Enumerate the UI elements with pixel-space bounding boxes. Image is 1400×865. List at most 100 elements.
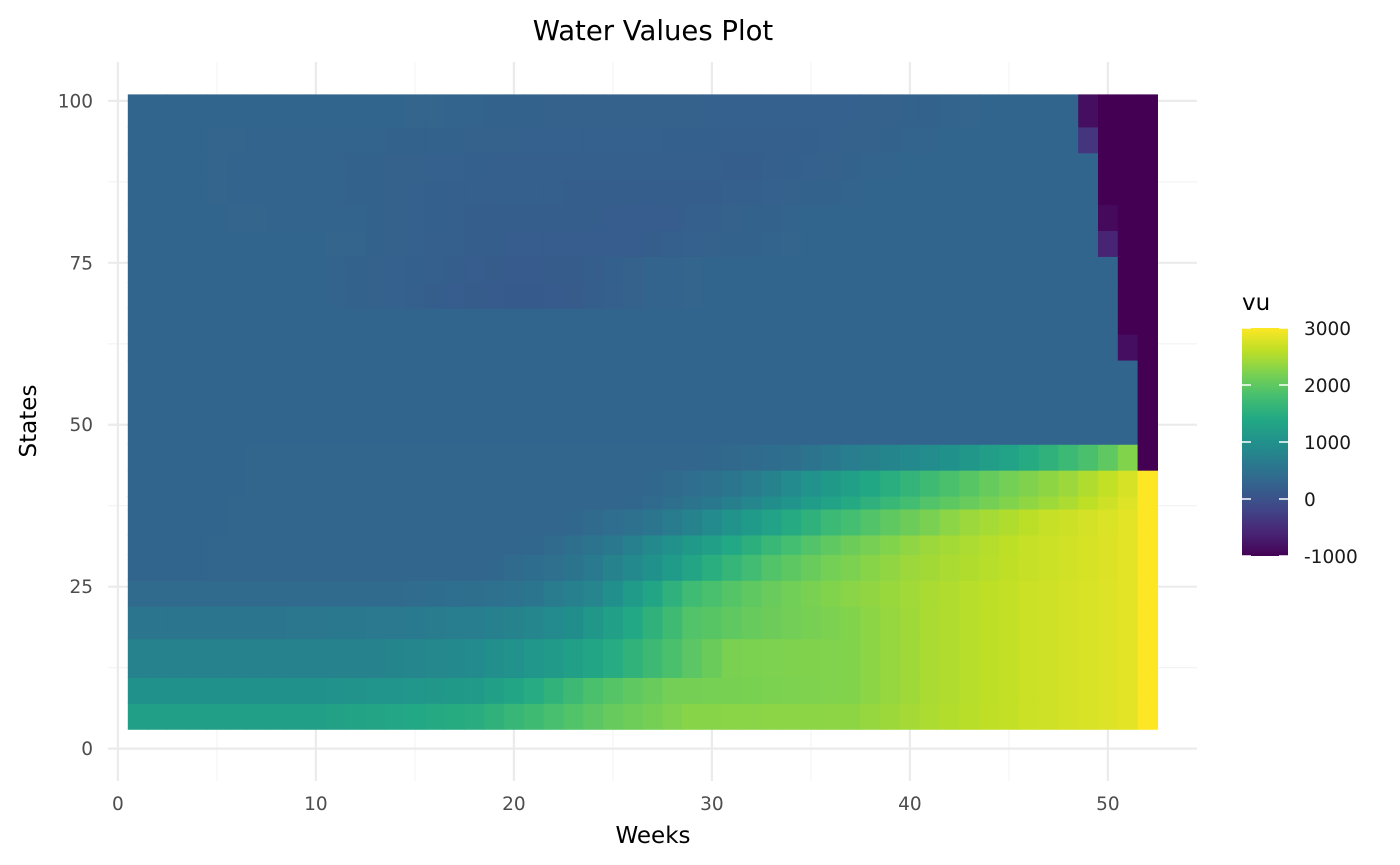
- heatmap-tile: [1098, 334, 1119, 361]
- heatmap-tile: [603, 495, 624, 510]
- heatmap-tile: [840, 677, 861, 704]
- heatmap-tile: [1098, 256, 1119, 283]
- heatmap-tile: [900, 424, 921, 445]
- heatmap-tile: [1058, 444, 1079, 471]
- heatmap-tile: [959, 256, 980, 283]
- heatmap-tile: [999, 638, 1020, 678]
- heatmap-tile: [266, 256, 287, 283]
- heatmap-tile: [1117, 230, 1139, 257]
- heatmap-tile: [622, 126, 644, 154]
- heatmap-tile: [464, 334, 485, 361]
- heatmap-tile: [464, 256, 485, 283]
- heatmap-tile: [682, 334, 703, 361]
- heatmap-tile: [959, 230, 980, 257]
- heatmap-tile: [900, 94, 921, 128]
- heatmap-tile: [939, 703, 960, 730]
- heatmap-tile: [919, 359, 941, 426]
- heatmap-tile: [939, 444, 960, 471]
- heatmap-tile: [1038, 424, 1059, 445]
- heatmap-tile: [246, 638, 267, 678]
- heatmap-tile: [484, 94, 505, 128]
- heatmap-tile: [266, 606, 287, 640]
- heatmap-tile: [1018, 606, 1040, 640]
- heatmap-tile: [147, 282, 168, 309]
- heatmap-tile: [286, 677, 307, 704]
- heatmap-tile: [226, 580, 248, 607]
- heatmap-tile: [721, 126, 743, 154]
- heatmap-tile: [741, 230, 762, 257]
- heatmap-tile: [1038, 606, 1059, 640]
- heatmap-tile: [187, 178, 208, 206]
- heatmap-tile: [523, 334, 545, 361]
- heatmap-tile: [939, 495, 960, 510]
- heatmap-tile: [741, 359, 762, 426]
- heatmap-tile: [979, 94, 1000, 128]
- heatmap-tile: [999, 94, 1020, 128]
- heatmap-tile: [979, 359, 1000, 426]
- heatmap-tile: [405, 703, 426, 730]
- heatmap-tile: [207, 152, 228, 180]
- heatmap-tile: [642, 94, 663, 128]
- heatmap-tile: [919, 94, 941, 128]
- heatmap-tile: [603, 470, 624, 497]
- heatmap-tile: [741, 554, 762, 581]
- heatmap-tile: [979, 204, 1000, 232]
- heatmap-tile: [226, 444, 248, 471]
- heatmap-tile: [207, 495, 228, 510]
- heatmap-tile: [1078, 580, 1099, 607]
- heatmap-tile: [147, 508, 168, 536]
- heatmap-tile: [385, 282, 406, 309]
- heatmap-tile: [840, 554, 861, 581]
- heatmap-tile: [1117, 152, 1139, 180]
- heatmap-tile: [563, 152, 584, 180]
- heatmap-tile: [444, 256, 465, 283]
- heatmap-tile: [1117, 606, 1139, 640]
- heatmap-tile: [741, 424, 762, 445]
- heatmap-tile: [979, 495, 1000, 510]
- heatmap-tile: [1058, 580, 1079, 607]
- heatmap-tile: [820, 308, 842, 335]
- heatmap-tile: [1018, 94, 1040, 128]
- heatmap-tile: [464, 94, 485, 128]
- heatmap-tile: [662, 308, 683, 335]
- heatmap-tile: [1078, 677, 1099, 704]
- heatmap-tile: [444, 308, 465, 335]
- heatmap-tile: [801, 178, 822, 206]
- heatmap-tile: [563, 638, 584, 678]
- heatmap-tile: [246, 606, 267, 640]
- heatmap-tile: [1058, 470, 1079, 497]
- heatmap-tile: [959, 534, 980, 555]
- heatmap-tile: [939, 508, 960, 536]
- heatmap-tile: [127, 470, 149, 497]
- heatmap-tile: [642, 204, 663, 232]
- heatmap-tile: [682, 308, 703, 335]
- heatmap-tile: [266, 204, 287, 232]
- heatmap-tile: [682, 554, 703, 581]
- heatmap-tile: [365, 126, 386, 154]
- heatmap-tile: [801, 534, 822, 555]
- heatmap-tile: [662, 677, 683, 704]
- heatmap-tile: [444, 126, 465, 154]
- heatmap-tile: [801, 508, 822, 536]
- heatmap-tile: [405, 534, 426, 555]
- heatmap-tile: [840, 580, 861, 607]
- heatmap-tile: [543, 359, 564, 426]
- heatmap-tile: [583, 444, 604, 471]
- heatmap-tile: [385, 94, 406, 128]
- heatmap-tile: [306, 152, 327, 180]
- heatmap-tile: [484, 638, 505, 678]
- heatmap-tile: [563, 178, 584, 206]
- heatmap-tile: [127, 308, 149, 335]
- x-tick-label: 20: [502, 794, 526, 815]
- heatmap-tile: [306, 308, 327, 335]
- heatmap-tile: [801, 94, 822, 128]
- heatmap-tile: [286, 508, 307, 536]
- heatmap-tile: [781, 495, 802, 510]
- heatmap-tile: [405, 334, 426, 361]
- heatmap-tile: [226, 677, 248, 704]
- heatmap-tile: [662, 334, 683, 361]
- heatmap-tile: [900, 178, 921, 206]
- heatmap-tile: [464, 534, 485, 555]
- heatmap-tile: [900, 703, 921, 730]
- heatmap-tile: [919, 334, 941, 361]
